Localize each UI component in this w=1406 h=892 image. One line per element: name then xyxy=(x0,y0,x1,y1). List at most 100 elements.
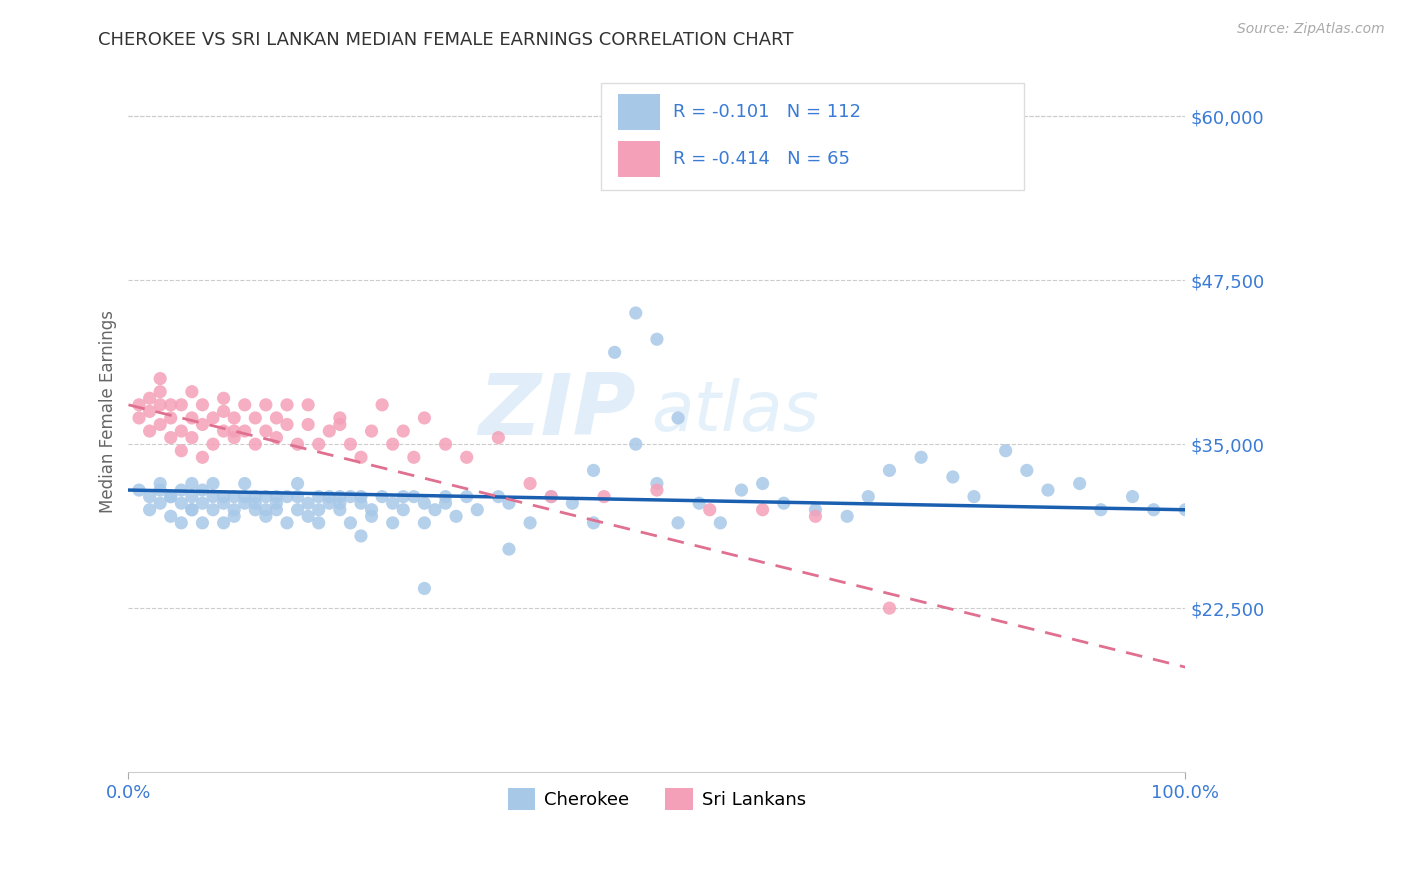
Point xyxy=(434,496,457,510)
Point xyxy=(191,417,214,432)
Point xyxy=(350,496,373,510)
Point xyxy=(128,483,150,497)
Point xyxy=(287,437,309,451)
Point xyxy=(413,516,436,530)
Point xyxy=(392,502,415,516)
Point xyxy=(266,496,288,510)
Point xyxy=(699,502,721,516)
Point xyxy=(138,490,160,504)
Point xyxy=(224,424,246,438)
Point xyxy=(254,509,277,524)
Point xyxy=(297,417,319,432)
Point xyxy=(149,476,172,491)
Point xyxy=(434,490,457,504)
Point xyxy=(170,483,193,497)
Point xyxy=(224,490,246,504)
Point xyxy=(498,542,520,557)
Point xyxy=(339,437,361,451)
Point xyxy=(392,490,415,504)
Point xyxy=(138,391,160,405)
Point xyxy=(276,490,298,504)
Point xyxy=(287,502,309,516)
Point xyxy=(486,490,509,504)
Point xyxy=(191,496,214,510)
Point xyxy=(381,496,404,510)
Point xyxy=(624,306,647,320)
Point xyxy=(245,411,267,425)
Point xyxy=(1069,476,1091,491)
Point xyxy=(1121,490,1143,504)
Point xyxy=(666,411,689,425)
Point xyxy=(149,384,172,399)
Point xyxy=(191,398,214,412)
Point xyxy=(245,502,267,516)
Point xyxy=(180,490,202,504)
Point xyxy=(751,476,773,491)
Point xyxy=(276,516,298,530)
Text: ZIP: ZIP xyxy=(478,370,636,453)
Point xyxy=(666,516,689,530)
Point xyxy=(212,424,235,438)
Point xyxy=(371,490,394,504)
Point xyxy=(170,496,193,510)
Point xyxy=(804,502,827,516)
Point xyxy=(858,490,880,504)
Point xyxy=(245,490,267,504)
Point xyxy=(202,476,225,491)
Point xyxy=(645,476,668,491)
Text: R = -0.414   N = 65: R = -0.414 N = 65 xyxy=(672,150,849,168)
Point xyxy=(360,509,382,524)
Point xyxy=(465,502,488,516)
Point xyxy=(456,450,478,465)
Point xyxy=(224,502,246,516)
Point xyxy=(276,398,298,412)
Bar xyxy=(617,94,659,130)
Point xyxy=(381,516,404,530)
Point xyxy=(170,398,193,412)
Point xyxy=(519,476,541,491)
Point xyxy=(254,424,277,438)
Point xyxy=(1015,463,1038,477)
FancyBboxPatch shape xyxy=(600,83,1024,190)
Point xyxy=(360,424,382,438)
Point xyxy=(159,490,181,504)
Point xyxy=(709,516,731,530)
Point xyxy=(308,516,330,530)
Point xyxy=(593,490,616,504)
Point xyxy=(276,417,298,432)
Point xyxy=(159,431,181,445)
Point xyxy=(180,502,202,516)
Legend: Cherokee, Sri Lankans: Cherokee, Sri Lankans xyxy=(501,780,813,817)
Point xyxy=(224,411,246,425)
Point xyxy=(128,398,150,412)
Point xyxy=(498,496,520,510)
Point xyxy=(751,502,773,516)
Point xyxy=(413,582,436,596)
Point xyxy=(233,496,256,510)
Point xyxy=(456,490,478,504)
Point xyxy=(159,490,181,504)
Point xyxy=(245,437,267,451)
Point xyxy=(202,502,225,516)
Point xyxy=(287,476,309,491)
Point xyxy=(170,443,193,458)
Point xyxy=(159,411,181,425)
Point xyxy=(191,516,214,530)
Point xyxy=(266,490,288,504)
Point xyxy=(339,490,361,504)
Point xyxy=(688,496,710,510)
Point xyxy=(329,502,352,516)
Point xyxy=(212,516,235,530)
Point xyxy=(603,345,626,359)
Point xyxy=(308,490,330,504)
Point xyxy=(159,398,181,412)
Point xyxy=(202,437,225,451)
Point xyxy=(402,490,425,504)
Point xyxy=(212,391,235,405)
Point xyxy=(963,490,986,504)
Point xyxy=(371,398,394,412)
Point xyxy=(159,509,181,524)
Y-axis label: Median Female Earnings: Median Female Earnings xyxy=(100,310,117,513)
Point xyxy=(910,450,932,465)
Point xyxy=(645,483,668,497)
